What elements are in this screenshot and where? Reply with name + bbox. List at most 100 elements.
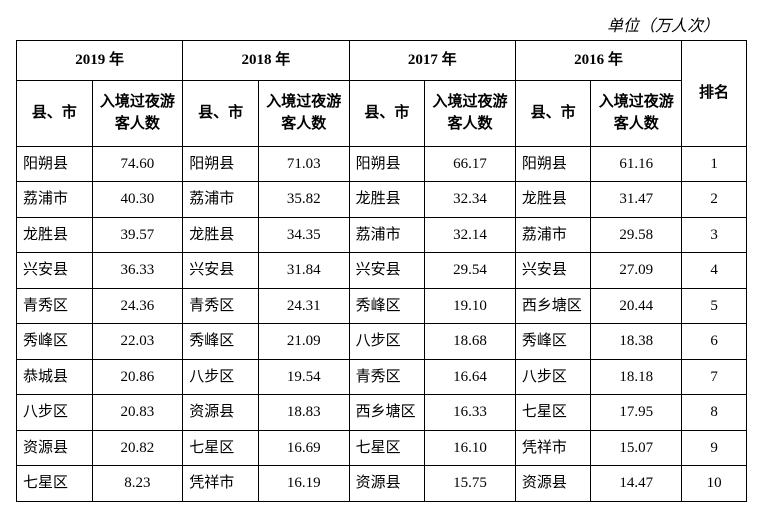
county-cell: 兴安县 [17,253,93,289]
value-cell: 39.57 [92,217,183,253]
table-row: 恭城县20.86八步区19.54青秀区16.64八步区18.187 [17,359,747,395]
value-cell: 29.58 [591,217,682,253]
county-cell: 荔浦市 [349,217,425,253]
table-row: 青秀区24.36青秀区24.31秀峰区19.10西乡塘区20.445 [17,288,747,324]
value-cell: 19.10 [425,288,516,324]
table-row: 兴安县36.33兴安县31.84兴安县29.54兴安县27.094 [17,253,747,289]
county-cell: 阳朔县 [349,146,425,182]
unit-label: 单位（万人次） [16,12,747,36]
value-cell: 24.36 [92,288,183,324]
county-cell: 八步区 [183,359,259,395]
rank-cell: 3 [682,217,747,253]
table-row: 秀峰区22.03秀峰区21.09八步区18.68秀峰区18.386 [17,324,747,360]
county-cell: 荔浦市 [183,182,259,218]
value-cell: 16.33 [425,395,516,431]
county-cell: 青秀区 [183,288,259,324]
value-cell: 32.34 [425,182,516,218]
county-cell: 兴安县 [183,253,259,289]
value-cell: 40.30 [92,182,183,218]
county-cell: 八步区 [515,359,591,395]
rank-cell: 2 [682,182,747,218]
value-cell: 18.68 [425,324,516,360]
value-header-2016: 入境过夜游客人数 [591,80,682,146]
value-cell: 31.84 [258,253,349,289]
value-cell: 8.23 [92,466,183,502]
value-cell: 31.47 [591,182,682,218]
table-row: 七星区8.23凭祥市16.19资源县15.75资源县14.4710 [17,466,747,502]
value-cell: 36.33 [92,253,183,289]
county-cell: 龙胜县 [515,182,591,218]
rank-cell: 5 [682,288,747,324]
table-row: 资源县20.82七星区16.69七星区16.10凭祥市15.079 [17,430,747,466]
value-cell: 19.54 [258,359,349,395]
rank-cell: 8 [682,395,747,431]
county-cell: 资源县 [183,395,259,431]
value-cell: 34.35 [258,217,349,253]
county-cell: 凭祥市 [183,466,259,502]
value-cell: 21.09 [258,324,349,360]
value-cell: 20.83 [92,395,183,431]
value-cell: 20.86 [92,359,183,395]
rank-header: 排名 [682,41,747,147]
value-cell: 71.03 [258,146,349,182]
table-row: 荔浦市40.30荔浦市35.82龙胜县32.34龙胜县31.472 [17,182,747,218]
county-cell: 龙胜县 [17,217,93,253]
county-cell: 青秀区 [349,359,425,395]
value-cell: 29.54 [425,253,516,289]
county-cell: 阳朔县 [183,146,259,182]
county-header-2019: 县、市 [17,80,93,146]
value-cell: 66.17 [425,146,516,182]
county-cell: 八步区 [17,395,93,431]
county-cell: 资源县 [515,466,591,502]
county-cell: 荔浦市 [515,217,591,253]
rank-cell: 9 [682,430,747,466]
county-cell: 七星区 [515,395,591,431]
county-cell: 秀峰区 [17,324,93,360]
county-cell: 龙胜县 [349,182,425,218]
value-cell: 20.44 [591,288,682,324]
rank-cell: 10 [682,466,747,502]
county-cell: 秀峰区 [183,324,259,360]
value-cell: 32.14 [425,217,516,253]
year-header-2017: 2017 年 [349,41,515,81]
value-header-2018: 入境过夜游客人数 [258,80,349,146]
county-cell: 西乡塘区 [515,288,591,324]
county-cell: 秀峰区 [349,288,425,324]
county-cell: 青秀区 [17,288,93,324]
county-cell: 兴安县 [515,253,591,289]
county-cell: 资源县 [349,466,425,502]
county-cell: 恭城县 [17,359,93,395]
value-cell: 20.82 [92,430,183,466]
county-cell: 阳朔县 [515,146,591,182]
county-cell: 龙胜县 [183,217,259,253]
county-cell: 兴安县 [349,253,425,289]
value-cell: 27.09 [591,253,682,289]
table-body: 阳朔县74.60阳朔县71.03阳朔县66.17阳朔县61.161荔浦市40.3… [17,146,747,501]
value-cell: 16.69 [258,430,349,466]
county-header-2016: 县、市 [515,80,591,146]
county-cell: 阳朔县 [17,146,93,182]
value-cell: 16.10 [425,430,516,466]
county-cell: 八步区 [349,324,425,360]
county-header-2017: 县、市 [349,80,425,146]
county-cell: 七星区 [17,466,93,502]
value-header-2017: 入境过夜游客人数 [425,80,516,146]
county-cell: 秀峰区 [515,324,591,360]
rank-cell: 7 [682,359,747,395]
value-cell: 15.75 [425,466,516,502]
county-cell: 七星区 [183,430,259,466]
sub-header-row: 县、市 入境过夜游客人数 县、市 入境过夜游客人数 县、市 入境过夜游客人数 县… [17,80,747,146]
value-cell: 18.83 [258,395,349,431]
county-cell: 七星区 [349,430,425,466]
value-cell: 24.31 [258,288,349,324]
value-cell: 16.19 [258,466,349,502]
value-header-2019: 入境过夜游客人数 [92,80,183,146]
rank-cell: 6 [682,324,747,360]
year-header-2016: 2016 年 [515,41,681,81]
value-cell: 16.64 [425,359,516,395]
value-cell: 14.47 [591,466,682,502]
value-cell: 18.38 [591,324,682,360]
rank-cell: 1 [682,146,747,182]
data-table: 2019 年 2018 年 2017 年 2016 年 排名 县、市 入境过夜游… [16,40,747,502]
year-header-2019: 2019 年 [17,41,183,81]
